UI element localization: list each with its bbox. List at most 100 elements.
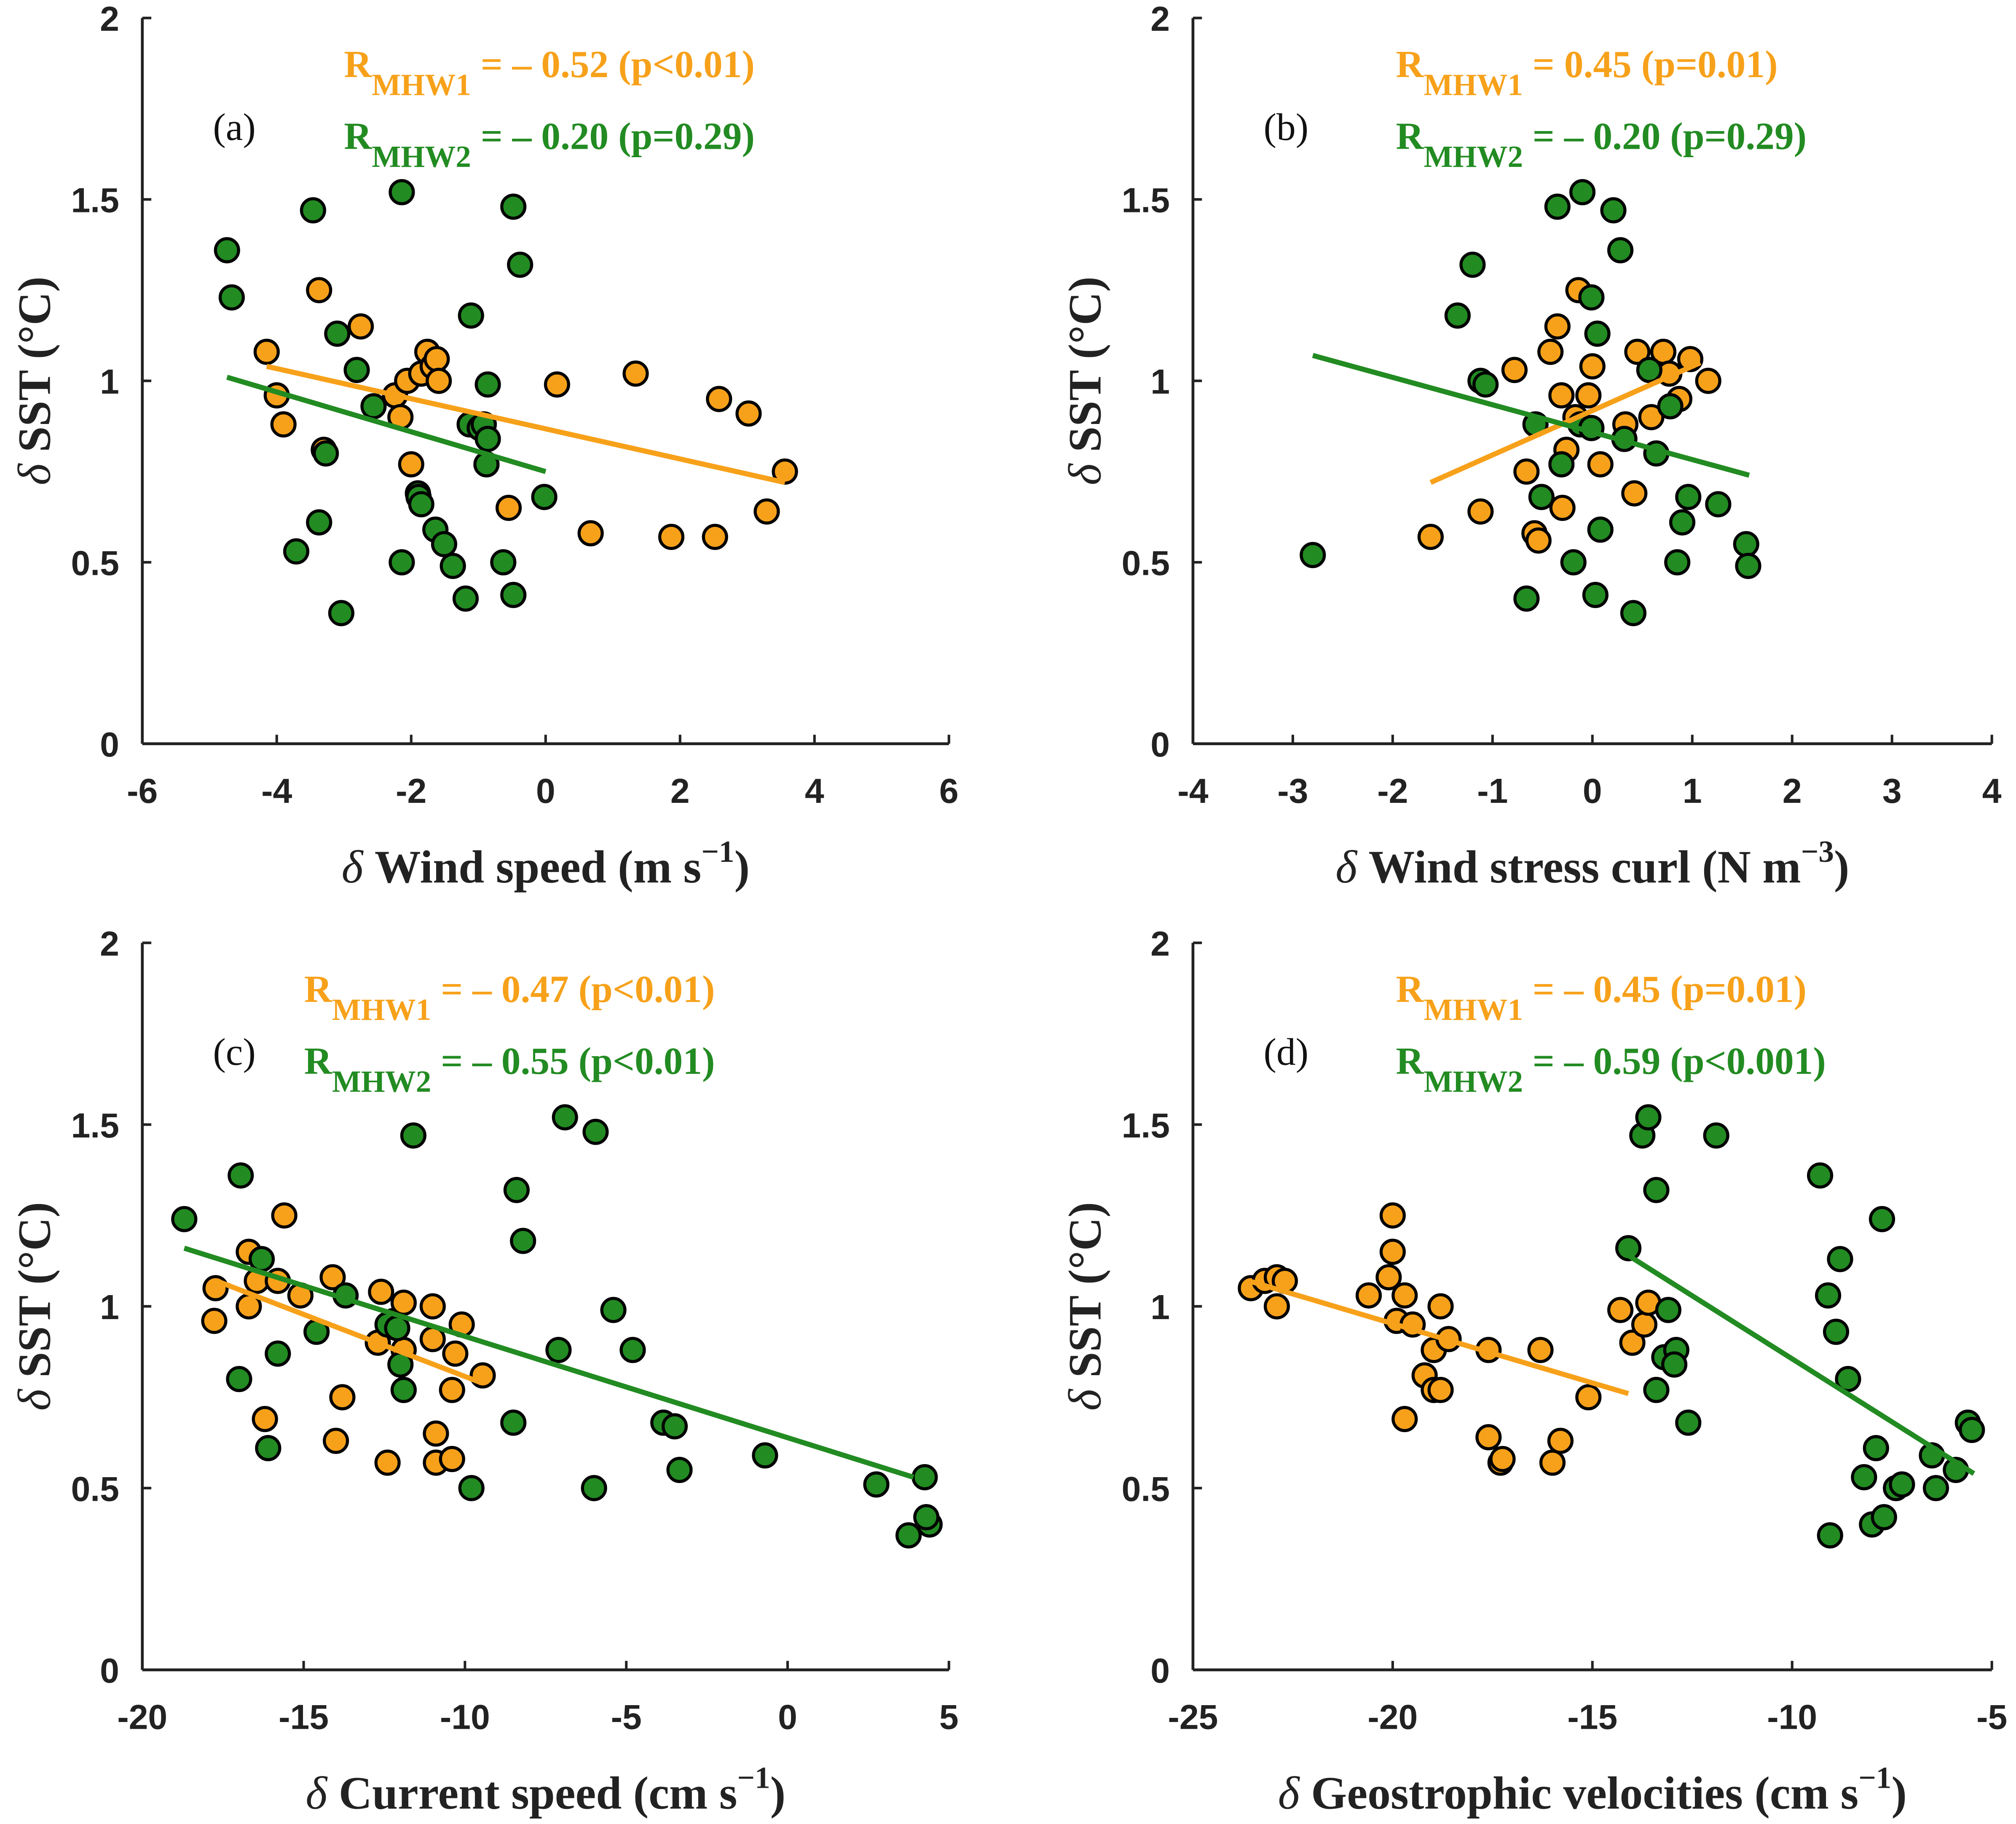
data-point-mhw2: [1587, 516, 1614, 543]
data-point-mhw1: [1467, 498, 1494, 525]
data-point-mhw1: [439, 1376, 465, 1403]
data-point-mhw1: [1695, 367, 1721, 394]
fit-line-mhw2: [226, 375, 547, 474]
y-axis-label: δ SST (°C): [1059, 276, 1110, 485]
annotation-r: R: [1396, 1040, 1424, 1082]
y-axis-label: δ SST (°C): [8, 1202, 60, 1411]
x-label-delta: δ: [306, 1767, 328, 1819]
annotation-r: R: [304, 1040, 332, 1082]
x-tick-label: 2: [1783, 772, 1802, 810]
x-label-end: ): [734, 841, 750, 893]
data-point-mhw1: [706, 386, 732, 412]
data-point-mhw1: [439, 1446, 465, 1473]
data-point-mhw2: [1664, 549, 1691, 576]
data-point-mhw2: [600, 1297, 627, 1323]
data-point-mhw2: [1675, 1409, 1702, 1436]
x-tick-label: 0: [536, 772, 555, 810]
x-label-delta: δ: [1335, 841, 1358, 893]
data-point-mhw2: [1620, 600, 1647, 626]
data-point-mhw2: [226, 1366, 252, 1392]
data-point-mhw2: [619, 1337, 646, 1363]
data-point-mhw1: [1619, 1329, 1646, 1356]
data-point-mhw2: [1643, 1177, 1670, 1203]
correlation-annotation-mhw2: RMHW2 = – 0.20 (p=0.29): [1396, 115, 1807, 174]
data-point-mhw2: [1807, 1162, 1834, 1189]
fit-line-mhw1: [266, 364, 785, 485]
x-tick-label: -4: [1177, 772, 1208, 810]
data-point-mhw2: [1544, 193, 1571, 220]
data-point-mhw1: [577, 520, 604, 547]
data-point-mhw2: [661, 1413, 688, 1440]
data-point-mhw1: [1263, 1293, 1290, 1320]
fit-line-mhw1: [1248, 1278, 1629, 1396]
data-point-mhw1: [374, 1449, 401, 1476]
data-point-mhw2: [1851, 1464, 1877, 1491]
data-point-mhw2: [431, 531, 457, 558]
fit-line-mhw2: [1627, 1253, 1976, 1476]
data-point-mhw2: [1827, 1246, 1853, 1272]
data-point-mhw1: [658, 523, 685, 550]
panel-a: 00.511.52-6 -4 -2 0 2 4 6δ Wind speed (m s−1)δ…: [8, 0, 958, 893]
annotation-r: R: [1396, 115, 1424, 158]
annotation-subscript: MHW2: [372, 139, 471, 174]
annotation-value: = – 0.20 (p=0.29): [471, 115, 755, 158]
annotation-value: = 0.45 (p=0.01): [1523, 43, 1777, 86]
data-point-mhw2: [390, 1376, 417, 1403]
data-point-mhw2: [666, 1457, 693, 1483]
data-point-mhw2: [1863, 1435, 1889, 1462]
x-axis-label: δ Wind speed (m s−1): [341, 834, 750, 893]
series-mhw2: [1615, 1104, 1985, 1549]
annotation-subscript: MHW1: [1424, 992, 1523, 1027]
data-point-mhw1: [622, 360, 649, 387]
data-point-mhw1: [469, 1362, 496, 1389]
fit-line-mhw2: [1312, 353, 1750, 478]
data-point-mhw2: [581, 1475, 607, 1502]
correlation-annotation-mhw1: RMHW1 = 0.45 (p=0.01): [1396, 43, 1777, 102]
data-point-mhw2: [300, 197, 326, 224]
data-point-mhw2: [389, 549, 415, 576]
series-mhw2: [171, 1104, 943, 1549]
data-point-mhw2: [1635, 1104, 1662, 1131]
data-point-mhw2: [1548, 451, 1575, 477]
annotation-r: R: [1396, 968, 1424, 1010]
data-point-mhw2: [1705, 491, 1732, 518]
data-point-mhw2: [1657, 393, 1684, 420]
data-point-mhw2: [1703, 1122, 1729, 1149]
data-point-mhw2: [1817, 1522, 1843, 1549]
annotation-subscript: MHW2: [1424, 139, 1523, 174]
y-tick-label: 2: [1150, 0, 1170, 38]
data-point-mhw1: [323, 1427, 349, 1454]
data-point-mhw1: [1621, 480, 1648, 507]
data-point-mhw1: [390, 1289, 417, 1316]
x-tick-label: 3: [1882, 772, 1902, 810]
x-tick-label: -20: [117, 1698, 167, 1736]
data-point-mhw1: [1501, 357, 1528, 383]
x-tick-label: -1: [1477, 772, 1508, 810]
data-point-mhw2: [500, 193, 527, 220]
data-point-mhw1: [1631, 1311, 1658, 1338]
x-label-superscript: −1: [1858, 1761, 1891, 1795]
data-point-mhw1: [306, 277, 332, 303]
data-point-mhw2: [400, 1122, 426, 1149]
panel-label: (c): [213, 1031, 255, 1073]
panel-label: (a): [213, 106, 255, 148]
data-point-mhw1: [1549, 494, 1576, 521]
data-point-mhw2: [255, 1435, 281, 1462]
x-label-superscript: −1: [737, 1761, 770, 1795]
data-point-mhw1: [424, 346, 450, 373]
data-point-mhw1: [1544, 313, 1571, 340]
data-point-mhw2: [1607, 237, 1634, 263]
data-point-mhw2: [1444, 302, 1471, 329]
data-point-mhw1: [368, 1279, 394, 1305]
annotation-subscript: MHW1: [372, 68, 471, 102]
x-tick-label: -3: [1277, 772, 1308, 810]
correlation-annotation-mhw2: RMHW2 = – 0.59 (p<0.001): [1396, 1040, 1826, 1099]
data-point-mhw1: [202, 1275, 229, 1301]
data-point-mhw2: [248, 1246, 275, 1272]
x-tick-label: -10: [440, 1698, 490, 1736]
series-mhw1: [253, 277, 798, 550]
data-point-mhw1: [398, 451, 424, 477]
data-point-mhw2: [452, 585, 479, 612]
correlation-annotation-mhw2: RMHW2 = – 0.55 (p<0.01): [304, 1040, 715, 1099]
data-point-mhw2: [1578, 284, 1605, 311]
